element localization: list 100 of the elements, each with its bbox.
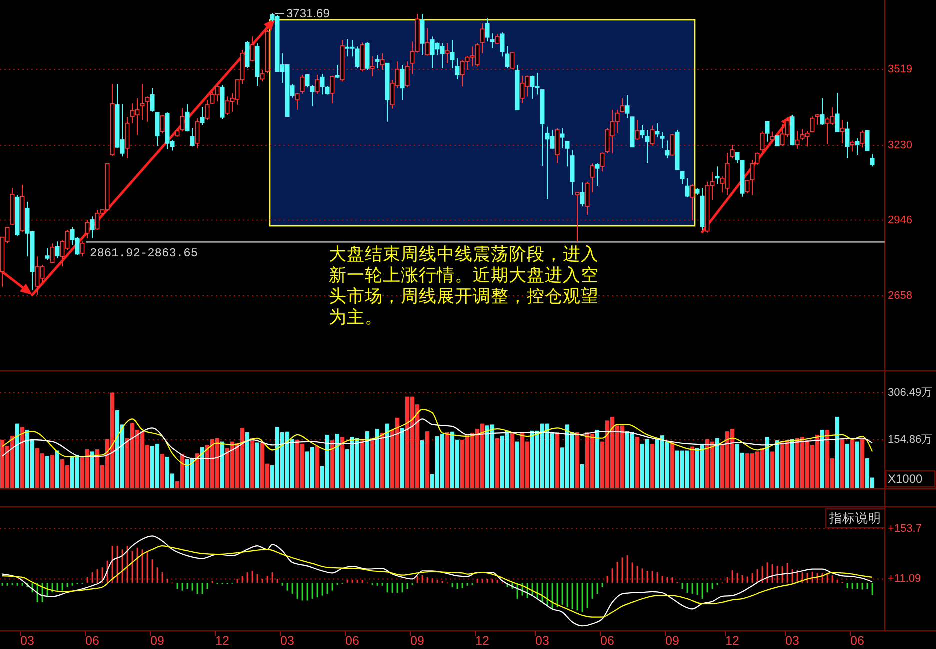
candlestick: [680, 171, 685, 184]
bar: [770, 452, 774, 488]
bar: [376, 429, 380, 488]
candlestick: [370, 56, 375, 78]
bar: [516, 442, 520, 488]
bar: [50, 455, 54, 488]
bar: [160, 454, 164, 488]
candlestick: [375, 54, 380, 69]
candlestick: [185, 104, 190, 132]
candlestick: [510, 52, 515, 69]
candlestick: [580, 182, 585, 208]
candlestick: [560, 128, 565, 149]
bar: [846, 444, 850, 488]
candlestick: [850, 140, 855, 152]
bar: [580, 464, 584, 488]
candlestick: [625, 94, 630, 119]
bar: [850, 439, 854, 488]
candlestick: [320, 73, 325, 96]
candlestick: [505, 46, 510, 69]
candlestick: [445, 42, 450, 64]
y-tick-label: 3230: [888, 140, 912, 152]
candlestick: [860, 130, 865, 148]
candlestick: [765, 120, 770, 142]
x-tick-label: 09: [150, 634, 164, 648]
candlestick: [810, 116, 815, 134]
bar: [836, 416, 840, 488]
candlestick: [190, 128, 195, 148]
candlestick: [355, 46, 360, 69]
bar: [46, 456, 50, 488]
candlestick: [45, 248, 50, 260]
candlestick: [745, 180, 750, 194]
bar: [196, 454, 200, 488]
y-tick-label: 3519: [888, 63, 912, 76]
y-tick-label: 306.49万: [888, 386, 933, 399]
candlestick: [310, 84, 315, 107]
x-tick-label: 12: [476, 634, 490, 648]
candlestick: [640, 124, 645, 139]
candlestick: [200, 106, 205, 126]
bar: [496, 438, 500, 488]
bar: [370, 438, 374, 488]
bar: [650, 444, 654, 488]
candlestick: [380, 52, 385, 70]
annotation: 3731.69: [286, 6, 330, 21]
candlestick: [575, 192, 580, 242]
bar: [340, 437, 344, 488]
bar: [366, 432, 370, 488]
bar: [636, 437, 640, 488]
candlestick: [760, 131, 765, 152]
bar: [330, 440, 334, 488]
candlestick: [690, 184, 695, 221]
bar: [840, 438, 844, 488]
bar: [510, 433, 514, 488]
y-tick-label: +153.7: [888, 522, 922, 535]
bar: [400, 428, 404, 488]
band-label: 2861.92-2863.65: [90, 246, 198, 260]
line-series: [2, 546, 874, 618]
candlestick: [490, 32, 495, 49]
x-tick-label: 09: [666, 634, 680, 648]
candlestick: [145, 96, 150, 122]
y-tick-label: 2946: [888, 214, 912, 226]
candlestick: [305, 74, 310, 88]
candlestick: [840, 120, 845, 144]
bar: [316, 446, 320, 488]
candlestick: [250, 36, 255, 62]
bar: [860, 439, 864, 488]
candlestick: [795, 130, 800, 150]
candlestick: [685, 178, 690, 198]
candlestick: [330, 75, 335, 104]
x-tick-label: 06: [600, 634, 614, 648]
candlestick: [855, 138, 860, 156]
bar: [790, 439, 794, 488]
bar: [716, 438, 720, 488]
candlestick: [660, 132, 665, 149]
bar: [256, 442, 260, 488]
candlestick: [160, 114, 165, 134]
bar: [856, 442, 860, 488]
candlestick: [335, 64, 340, 79]
candlestick: [770, 131, 775, 142]
candlestick: [620, 98, 625, 114]
candlestick: [90, 216, 95, 239]
candlestick: [865, 130, 870, 152]
candlestick: [150, 88, 155, 112]
annotation: 指标说明: [828, 512, 882, 526]
annotation: 大盘结束周线中线震荡阶段，进入新一轮上涨行情。近期大盘进入空头市场，周线展开调整，控仓观望为主。: [329, 244, 599, 327]
y-tick-label: 2658: [888, 290, 912, 302]
bar: [820, 430, 824, 488]
candlestick: [50, 242, 55, 264]
x-tick-label: 06: [850, 634, 864, 648]
y-tick-label: +11.09: [888, 573, 922, 586]
bar: [766, 437, 770, 488]
candlestick: [500, 32, 505, 58]
candlestick: [155, 112, 160, 147]
bar: [690, 446, 694, 488]
candlestick: [300, 74, 305, 94]
x-tick-label: 06: [346, 634, 360, 648]
candlestick: [485, 18, 490, 42]
candlestick: [55, 241, 60, 259]
candlestick: [400, 64, 405, 100]
bar: [16, 424, 20, 488]
bar: [670, 442, 674, 488]
